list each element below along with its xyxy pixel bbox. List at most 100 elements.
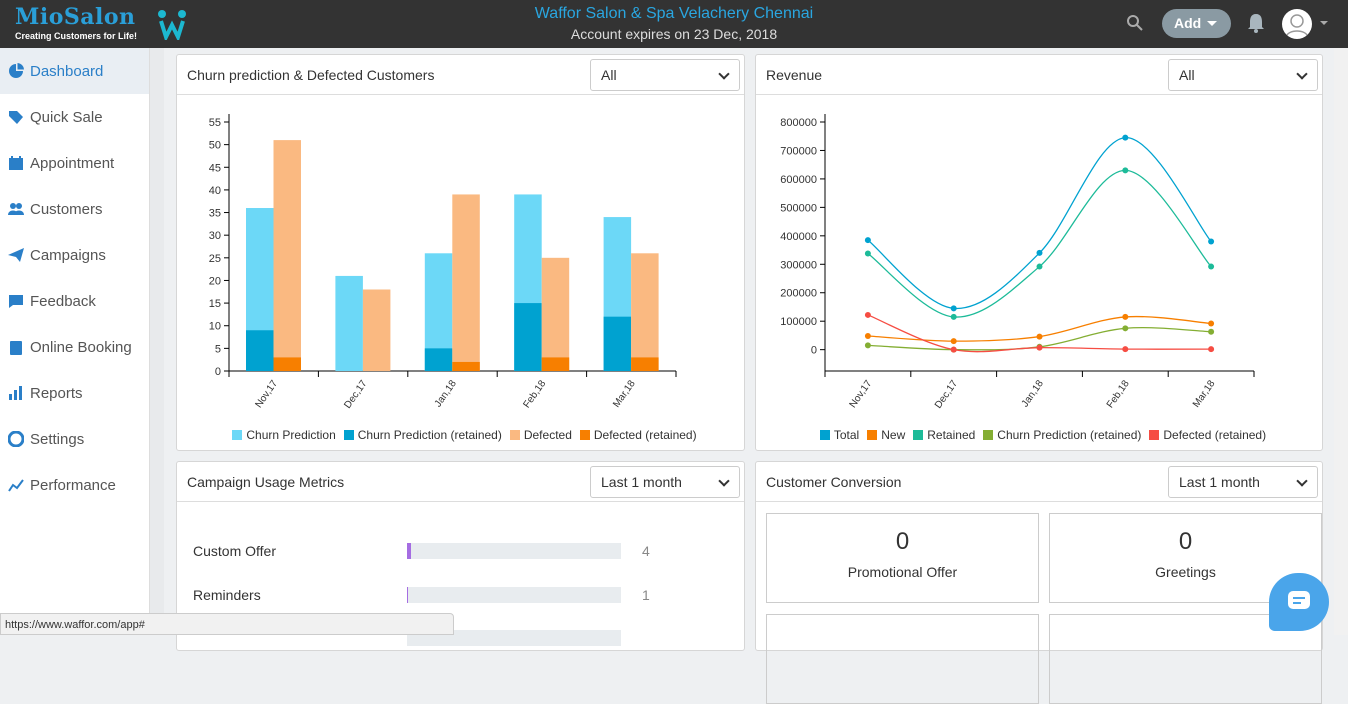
legend-item[interactable]: Churn Prediction (retained) (997, 428, 1142, 442)
point-total (1122, 134, 1129, 141)
status-url: https://www.waffor.com/app# (0, 613, 454, 635)
card-label: Greetings (1155, 564, 1216, 580)
card-value: 0 (895, 528, 910, 555)
point-total (1036, 249, 1043, 256)
y-tick-label: 0 (215, 366, 221, 378)
legend-item[interactable]: Defected (523, 428, 572, 442)
panel-title: Campaign Usage Metrics (187, 474, 345, 490)
sidebar-item-label: Performance (30, 476, 116, 494)
point-churn-prediction-retained- (1208, 328, 1215, 335)
sidebar-item-label: Campaigns (30, 246, 106, 264)
sidebar-item-label: Customers (30, 200, 103, 218)
campaign-filter-select[interactable]: Last 1 month (590, 466, 740, 498)
bar-defected-retained- (273, 357, 301, 371)
chat-button[interactable] (1269, 573, 1329, 631)
point-total (1208, 238, 1215, 245)
bar-defected-retained- (452, 361, 480, 371)
account-expiry: Account expires on 23 Dec, 2018 (570, 26, 778, 42)
conversion-card (766, 614, 1039, 704)
legend-swatch (983, 430, 994, 440)
legend-item[interactable]: Retained (927, 428, 976, 442)
y-tick-label: 100000 (780, 316, 817, 328)
sidebar: Dashboard Quick Sale Appointment Customers C… (0, 48, 150, 635)
sidebar-item-label: Feedback (30, 292, 96, 310)
legend-item[interactable]: Churn Prediction (retained) (357, 428, 502, 442)
sidebar-item-label: Quick Sale (30, 108, 103, 126)
sidebar-item-online-booking[interactable]: Online Booking (0, 324, 149, 370)
y-tick-label: 50 (209, 140, 221, 152)
chat-icon (1288, 591, 1310, 609)
x-tick-label: Jan,18 (1020, 378, 1046, 409)
churn-legend: Churn Prediction Churn Prediction (retain… (177, 428, 744, 442)
sidebar-item-label: Online Booking (30, 338, 132, 356)
bar-churn-prediction-retained- (246, 330, 274, 371)
conversion-filter-select[interactable]: Last 1 month (1168, 466, 1318, 498)
waffor-logo-icon (158, 10, 186, 40)
point-new (864, 332, 871, 339)
point-churn-prediction-retained- (864, 342, 871, 349)
salon-title: Waffor Salon & Spa Velachery Chennai (534, 5, 814, 22)
y-tick-label: 5 (215, 343, 221, 355)
legend-item[interactable]: Defected (retained) (1163, 428, 1267, 442)
line-retained (867, 169, 1212, 318)
panel-title: Customer Conversion (766, 474, 902, 490)
sidebar-item-customers[interactable]: Customers (0, 186, 149, 232)
churn-filter-select[interactable]: All (590, 59, 740, 91)
sidebar-item-dashboard[interactable]: Dashboard (0, 48, 149, 94)
point-defected-retained- (1208, 346, 1215, 353)
sidebar-item-feedback[interactable]: Feedback (0, 278, 149, 324)
x-tick-label: Jan,18 (433, 378, 459, 409)
sidebar-item-settings[interactable]: Settings (0, 416, 149, 462)
legend-swatch (343, 430, 354, 440)
point-new (1122, 313, 1129, 320)
legend-item[interactable]: New (881, 428, 906, 442)
bar-defected (631, 253, 659, 371)
point-defected-retained- (1122, 346, 1129, 353)
legend-swatch (819, 430, 830, 440)
sidebar-item-campaigns[interactable]: Campaigns (0, 232, 149, 278)
bell-icon[interactable] (1246, 12, 1266, 34)
legend-swatch (509, 430, 520, 440)
sidebar-item-appointment[interactable]: Appointment (0, 140, 149, 186)
calendar-icon (9, 156, 23, 170)
bar-churn-prediction-retained- (424, 348, 453, 371)
point-retained (950, 313, 957, 320)
y-tick-label: 45 (209, 162, 221, 174)
y-tick-label: 15 (209, 298, 221, 310)
panel-title: Churn prediction & Defected Customers (187, 67, 435, 83)
point-new (1208, 320, 1215, 327)
add-button[interactable]: Add (1162, 9, 1231, 38)
sidebar-item-label: Reports (30, 384, 83, 402)
bar-defected (452, 194, 480, 371)
revenue-line-chart: 0 100000 200000 300000 400000 500000 600000 700… (780, 114, 1255, 411)
sidebar-item-quick-sale[interactable]: Quick Sale (0, 94, 149, 140)
legend-item[interactable]: Defected (retained) (593, 428, 697, 442)
comment-icon (9, 295, 23, 308)
conversion-card: 0 Greetings (1049, 513, 1322, 603)
page-scrollbar[interactable] (1334, 48, 1348, 635)
conversion-card: 0 Promotional Offer (766, 513, 1039, 603)
point-defected-retained- (864, 311, 871, 318)
y-tick-label: 40 (209, 185, 221, 197)
tag-icon (9, 111, 23, 124)
point-defected-retained- (950, 346, 957, 353)
sidebar-item-label: Appointment (30, 154, 115, 172)
bar-churn-prediction-retained- (514, 303, 542, 371)
logo[interactable]: MioSalon (15, 4, 136, 30)
legend-item[interactable]: Churn Prediction (246, 428, 336, 442)
sidebar-item-label: Dashboard (30, 62, 104, 80)
revenue-filter-select[interactable]: All (1168, 59, 1318, 91)
users-icon (8, 203, 24, 215)
revenue-panel: Revenue All 0 100000 200000 300000 400000 5000… (755, 54, 1323, 451)
legend-item[interactable]: Total (833, 428, 860, 442)
y-tick-label: 500000 (780, 202, 817, 214)
sidebar-item-reports[interactable]: Reports (0, 370, 149, 416)
y-tick-label: 20 (209, 275, 221, 287)
chevron-down-icon[interactable] (1320, 21, 1328, 29)
campaign-usage-bar (407, 587, 621, 603)
sidebar-item-label: Settings (30, 430, 85, 448)
avatar[interactable] (1282, 9, 1312, 39)
sidebar-item-performance[interactable]: Performance (0, 462, 149, 508)
search-icon[interactable] (1126, 14, 1144, 32)
point-retained (1036, 263, 1043, 270)
